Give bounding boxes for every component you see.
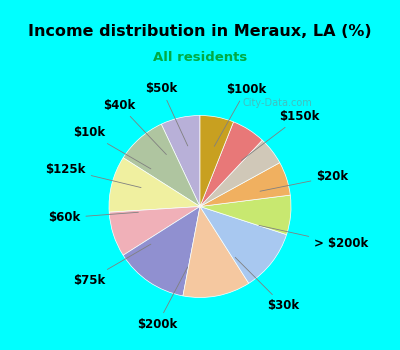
Wedge shape bbox=[200, 206, 286, 284]
Text: $75k: $75k bbox=[73, 244, 151, 287]
Text: > $200k: > $200k bbox=[259, 225, 368, 250]
Wedge shape bbox=[109, 158, 200, 212]
Wedge shape bbox=[200, 140, 280, 206]
Wedge shape bbox=[109, 206, 200, 255]
Text: $30k: $30k bbox=[235, 257, 300, 312]
Text: $40k: $40k bbox=[103, 99, 166, 155]
Text: $150k: $150k bbox=[241, 110, 320, 160]
Wedge shape bbox=[161, 116, 200, 206]
Text: $20k: $20k bbox=[260, 170, 348, 191]
Text: $125k: $125k bbox=[45, 163, 141, 188]
Wedge shape bbox=[200, 163, 290, 206]
Wedge shape bbox=[200, 116, 234, 206]
Wedge shape bbox=[123, 206, 200, 296]
Text: $10k: $10k bbox=[73, 126, 151, 169]
Text: $200k: $200k bbox=[137, 267, 188, 331]
Text: City-Data.com: City-Data.com bbox=[242, 98, 312, 108]
Text: $100k: $100k bbox=[214, 83, 266, 146]
Text: $50k: $50k bbox=[145, 82, 188, 146]
Wedge shape bbox=[183, 206, 249, 298]
Text: All residents: All residents bbox=[153, 51, 247, 64]
Wedge shape bbox=[200, 122, 262, 206]
Text: Income distribution in Meraux, LA (%): Income distribution in Meraux, LA (%) bbox=[28, 25, 372, 40]
Wedge shape bbox=[200, 195, 291, 234]
Wedge shape bbox=[123, 124, 200, 206]
Text: $60k: $60k bbox=[48, 211, 138, 224]
